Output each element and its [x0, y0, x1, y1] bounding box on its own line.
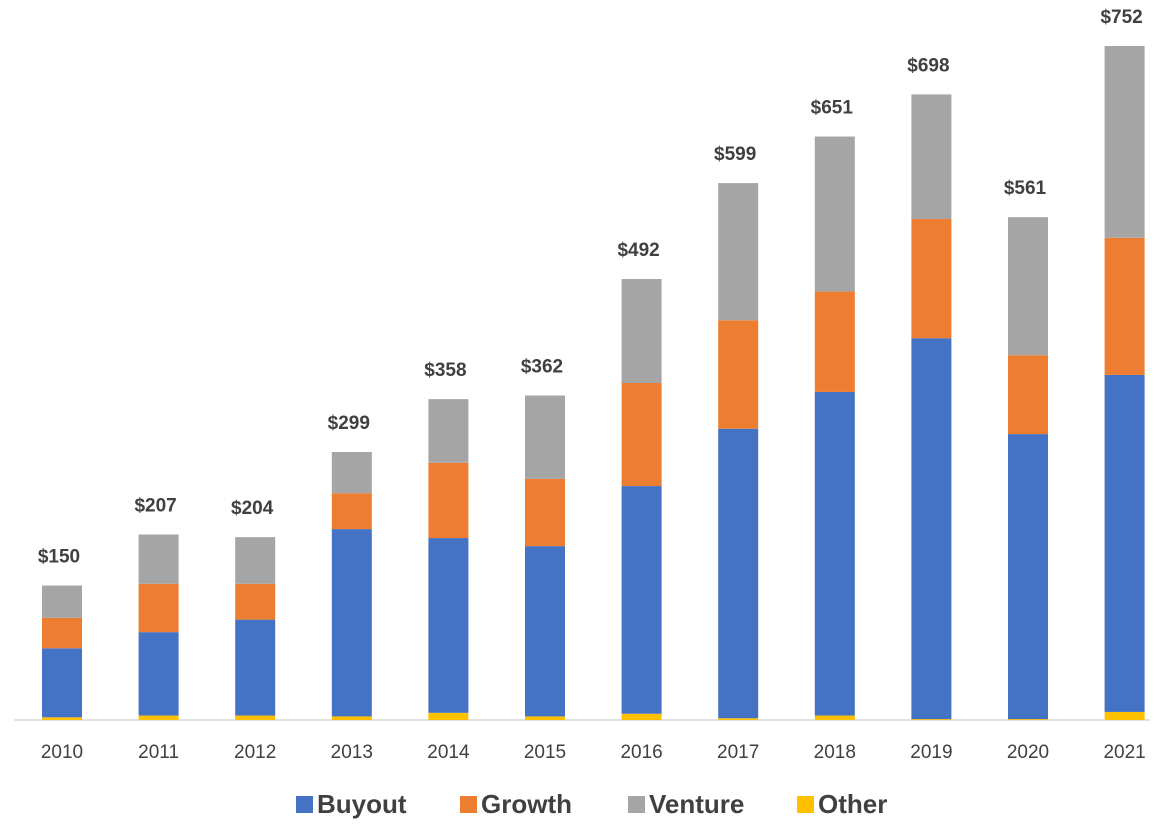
bar-segment: [621, 486, 662, 714]
bar-segment: [138, 632, 179, 716]
bar-segment: [718, 718, 759, 720]
x-tick-label: 2021: [1103, 742, 1145, 763]
bar-segment: [718, 320, 759, 429]
total-label: $698: [907, 55, 949, 76]
legend-label: Growth: [481, 789, 572, 819]
bar-segment: [235, 619, 276, 716]
bar-segment: [428, 462, 469, 539]
total-label: $561: [1004, 178, 1047, 199]
legend-label: Buyout: [317, 789, 407, 819]
bar-segment: [621, 279, 662, 383]
bar-segment: [621, 383, 662, 487]
total-label: $204: [231, 498, 274, 519]
bar-segment: [331, 493, 372, 530]
bar-segment: [1008, 434, 1048, 720]
total-label: $299: [328, 413, 370, 434]
bar-segment: [42, 648, 82, 718]
bar-segment: [814, 391, 855, 716]
x-tick-label: 2020: [1007, 742, 1049, 763]
x-tick-label: 2013: [331, 742, 373, 763]
bar-segment: [1104, 711, 1145, 720]
bar-segment: [718, 183, 759, 321]
x-tick-label: 2010: [41, 742, 83, 763]
x-tick-label: 2011: [138, 742, 179, 763]
total-label: $651: [811, 98, 854, 119]
bar-segment: [42, 617, 82, 649]
total-label: $752: [1100, 7, 1142, 28]
bar-segment: [814, 715, 855, 720]
legend-label: Venture: [649, 789, 744, 819]
bar-segment: [1008, 217, 1048, 356]
bar-segment: [1104, 237, 1145, 375]
total-label: $150: [38, 547, 80, 568]
legend-swatch: [628, 796, 645, 813]
bar-segment: [428, 399, 469, 463]
total-label: $362: [521, 357, 563, 378]
total-label: $599: [714, 144, 756, 165]
bar-segment: [42, 717, 82, 720]
bar-segment: [331, 716, 372, 720]
bar-segment: [428, 712, 469, 720]
bar-segment: [235, 537, 276, 584]
x-tick-label: 2014: [427, 742, 470, 763]
bar-segment: [1104, 374, 1145, 712]
bar-segment: [1008, 719, 1048, 720]
x-tick-label: 2016: [620, 742, 662, 763]
bar-segment: [911, 94, 952, 219]
bar-segment: [138, 583, 179, 633]
bar-segment: [911, 338, 952, 720]
x-tick-label: 2019: [910, 742, 952, 763]
bar-segment: [331, 529, 372, 717]
x-tick-label: 2015: [524, 742, 566, 763]
bar-segment: [331, 452, 372, 494]
bar-segment: [911, 218, 952, 339]
total-label: $358: [424, 360, 466, 381]
bar-segment: [42, 585, 82, 618]
bar-segment: [621, 713, 662, 720]
bar-segment: [1104, 46, 1145, 238]
legend-swatch: [797, 796, 814, 813]
bar-segment: [1008, 355, 1048, 435]
bar-segment: [138, 534, 179, 584]
legend-label: Other: [818, 789, 887, 819]
bar-segment: [718, 428, 759, 719]
bar-segment: [235, 583, 276, 620]
bar-segment: [428, 538, 469, 713]
bar-segment: [138, 715, 179, 720]
total-label: $207: [134, 495, 176, 516]
bar-segment: [525, 395, 565, 479]
legend-swatch: [460, 796, 477, 813]
bar-segment: [814, 291, 855, 392]
bar-segment: [911, 719, 952, 720]
total-label: $492: [617, 240, 659, 261]
x-tick-label: 2017: [717, 742, 759, 763]
bar-segment: [525, 546, 565, 717]
bar-segment: [235, 715, 276, 720]
x-tick-label: 2018: [814, 742, 856, 763]
bar-segment: [525, 716, 565, 720]
bar-segment: [525, 478, 565, 547]
bar-segment: [814, 136, 855, 292]
legend-swatch: [296, 796, 313, 813]
x-tick-label: 2012: [234, 742, 276, 763]
